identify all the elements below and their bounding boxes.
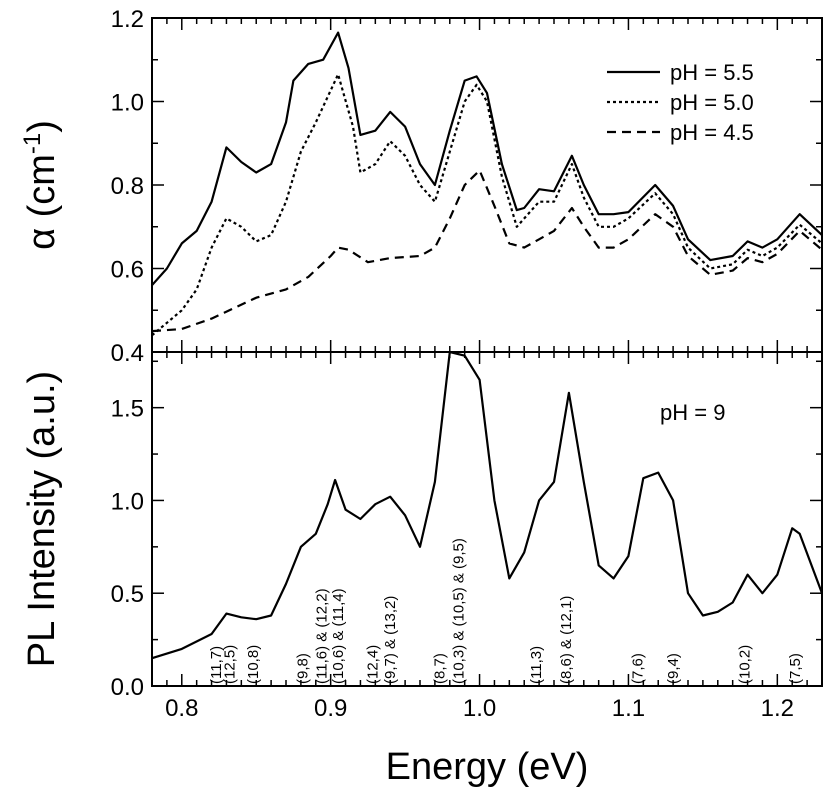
chirality-label-13: (7,6) [629, 653, 646, 684]
absorption-y-axis-title-superscript: -1 [19, 133, 46, 154]
absorption-y-axis-title-main: α (cm [21, 154, 63, 250]
absorption-y-tick-label: 0.6 [111, 257, 144, 284]
legend-label-3: pH = 4.5 [670, 120, 754, 145]
pl-y-axis-title: PL Intensity (a.u.) [21, 371, 63, 667]
chirality-labels: (11,7)(12,5) (10,8) (9,8) (11,6) & (12,2) (1… [208, 538, 804, 684]
chirality-label-6: (10,6) & (11,4) [330, 588, 347, 684]
pl-series [151, 350, 824, 660]
absorption-y-axis-title-close: ) [21, 120, 63, 133]
absorption-line-2 [151, 73, 823, 337]
chirality-label-8: (9,7) & (13,2) [382, 596, 399, 684]
ph9-annotation: pH = 9 [660, 400, 725, 425]
absorption-panel: 0.4 0.6 0.8 1.0 1.2 pH = 5.5 pH = 5.0 pH = 4.5… [19, 6, 823, 367]
absorption-y-tick-label: 0.8 [111, 173, 144, 200]
chirality-label-7: (12,4) [364, 645, 381, 684]
pl-y-tick-label: 0.0 [111, 674, 144, 701]
chirality-label-1: (11,7) [208, 646, 225, 684]
legend: pH = 5.5 pH = 5.0 pH = 4.5 [607, 60, 754, 145]
x-tick-label: 0.9 [314, 695, 347, 722]
pl-line-1 [151, 350, 824, 660]
absorption-y-tick-label: 1.0 [111, 90, 144, 117]
absorption-y-axis-title: α (cm-1) [19, 120, 63, 250]
x-axis-title: Energy (eV) [386, 746, 589, 788]
chirality-label-9: (8,7) [431, 653, 448, 684]
chirality-label-15: (10,2) [737, 645, 754, 684]
chirality-label-10: (10,3) & (10,5) & (9,5) [451, 538, 468, 684]
pl-y-tick-label: 1.0 [111, 488, 144, 515]
x-tick-label: 0.8 [165, 695, 198, 722]
pl-panel: 0.8 0.9 1.0 1.1 1.2 0.0 0.5 1.0 1.5 (11,7)(12,5)… [21, 350, 824, 788]
chirality-label-4: (9,8) [294, 653, 311, 684]
legend-label-1: pH = 5.5 [670, 60, 754, 85]
chirality-label-2: (12,5) [221, 645, 238, 684]
absorption-line-3 [151, 169, 823, 333]
chirality-label-5: (11,6) & (12,2) [314, 588, 331, 684]
absorption-line-1 [151, 31, 823, 286]
x-tick-label: 1.0 [463, 695, 496, 722]
pl-y-tick-label: 0.5 [111, 581, 144, 608]
chirality-label-3: (10,8) [245, 645, 262, 684]
chirality-label-16: (7,5) [787, 653, 804, 684]
x-tick-label: 1.1 [612, 695, 645, 722]
x-tick-label: 1.2 [761, 695, 794, 722]
top-panel-ticks: 0.4 0.6 0.8 1.0 1.2 [111, 6, 823, 367]
chirality-label-14: (9,4) [665, 653, 682, 684]
chirality-label-11: (11,3) [528, 646, 545, 684]
absorption-y-tick-label: 0.4 [111, 340, 144, 367]
absorption-series [151, 31, 823, 337]
pl-plot-frame [151, 351, 823, 687]
absorption-y-tick-label: 1.2 [111, 6, 144, 33]
legend-label-2: pH = 5.0 [670, 90, 754, 115]
chirality-label-12: (8,6) & (12,1) [558, 596, 575, 684]
pl-y-tick-label: 1.5 [111, 396, 144, 423]
